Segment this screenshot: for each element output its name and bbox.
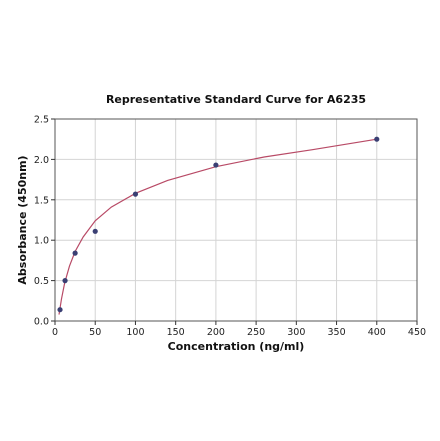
- data-point: [213, 162, 219, 168]
- x-tick-label: 50: [89, 327, 101, 338]
- x-tick-label: 300: [287, 327, 305, 338]
- y-tick-label: 1.5: [34, 195, 49, 206]
- y-tick-label: 2.0: [34, 155, 49, 166]
- chart-title: Representative Standard Curve for A6235: [106, 93, 366, 106]
- x-tick-label: 100: [126, 327, 144, 338]
- data-point: [72, 250, 78, 256]
- data-point: [92, 228, 98, 234]
- data-point: [374, 136, 380, 142]
- data-points: [57, 136, 380, 313]
- plot-frame: [54, 118, 418, 322]
- x-tick-label: 350: [327, 327, 345, 338]
- x-tick-label: 150: [167, 327, 185, 338]
- y-tick-label: 0.0: [34, 317, 49, 328]
- data-point: [132, 191, 139, 197]
- x-tick-label: 250: [247, 327, 265, 338]
- y-axis-label: Absorbance (450nm): [16, 155, 29, 284]
- x-tick-label: 450: [408, 327, 426, 338]
- y-tick-label: 0.5: [34, 276, 49, 287]
- grid-layer: [54, 118, 418, 322]
- x-tick-label: 200: [207, 327, 225, 338]
- data-point: [62, 278, 68, 284]
- x-tick-label: 0: [52, 327, 58, 338]
- x-tick-label: 400: [368, 327, 386, 338]
- tick-layer: 0 50 100 150 200 250 300 350 400 450 0.0 0.5 1.0 1.5 2…: [34, 115, 426, 339]
- x-axis-label: Concentration (ng/ml): [168, 340, 305, 353]
- data-point: [57, 307, 63, 313]
- y-tick-label: 2.5: [34, 115, 49, 126]
- y-tick-label: 1.0: [34, 236, 49, 247]
